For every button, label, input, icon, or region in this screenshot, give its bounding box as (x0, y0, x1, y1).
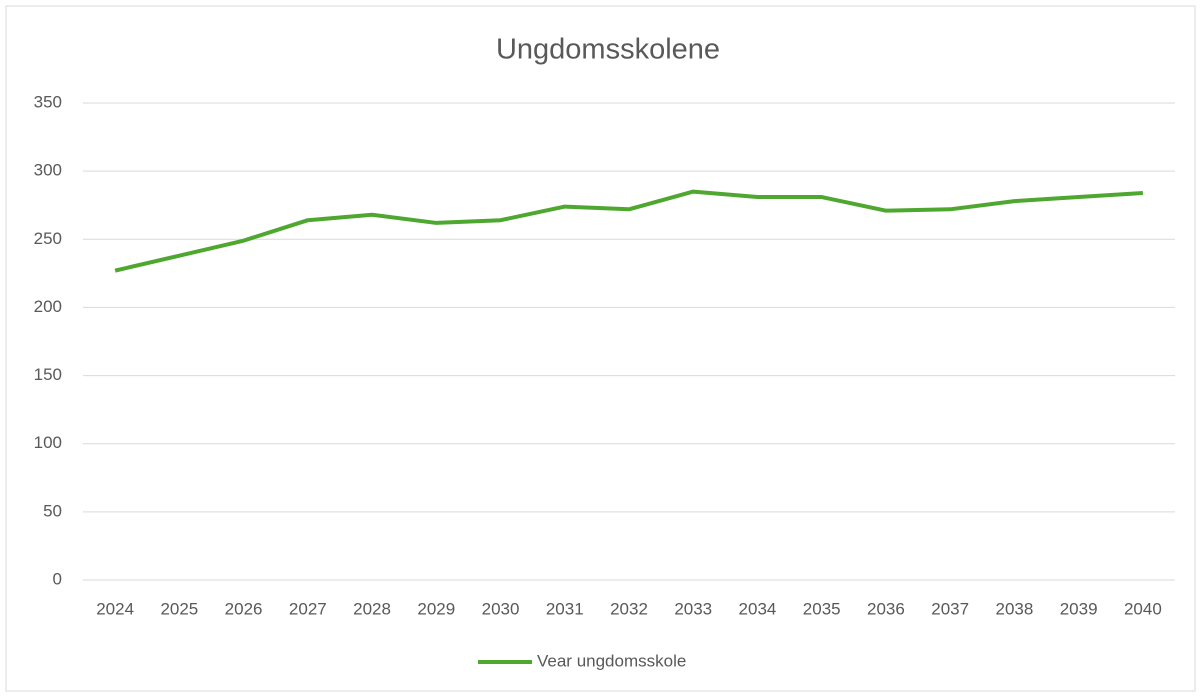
y-tick-label: 250 (34, 229, 62, 248)
x-tick-label: 2033 (674, 599, 712, 618)
x-tick-label: 2039 (1060, 599, 1098, 618)
y-tick-label: 300 (34, 161, 62, 180)
x-tick-label: 2031 (546, 599, 584, 618)
x-tick-label: 2037 (931, 599, 969, 618)
x-tick-label: 2034 (739, 599, 777, 618)
x-tick-label: 2026 (225, 599, 263, 618)
x-tick-label: 2024 (96, 599, 134, 618)
legend-label: Vear ungdomsskole (537, 651, 686, 670)
x-tick-label: 2035 (803, 599, 841, 618)
x-tick-label: 2025 (160, 599, 198, 618)
data-line (114, 189, 1144, 273)
x-tick-label: 2032 (610, 599, 648, 618)
y-tick-label: 150 (34, 365, 62, 384)
y-tick-label: 350 (34, 92, 62, 111)
y-tick-label: 200 (34, 297, 62, 316)
chart-frame (5, 5, 1196, 692)
x-tick-label: 2036 (867, 599, 905, 618)
x-tick-label: 2028 (353, 599, 391, 618)
x-tick-label: 2027 (289, 599, 327, 618)
x-tick-label: 2038 (995, 599, 1033, 618)
y-tick-label: 0 (53, 569, 62, 588)
chart-title: Ungdomsskolene (496, 34, 720, 66)
x-tick-label: 2029 (417, 599, 455, 618)
y-tick-label: 50 (43, 501, 62, 520)
x-tick-label: 2030 (482, 599, 520, 618)
x-tick-label: 2040 (1124, 599, 1162, 618)
y-tick-label: 100 (34, 433, 62, 452)
